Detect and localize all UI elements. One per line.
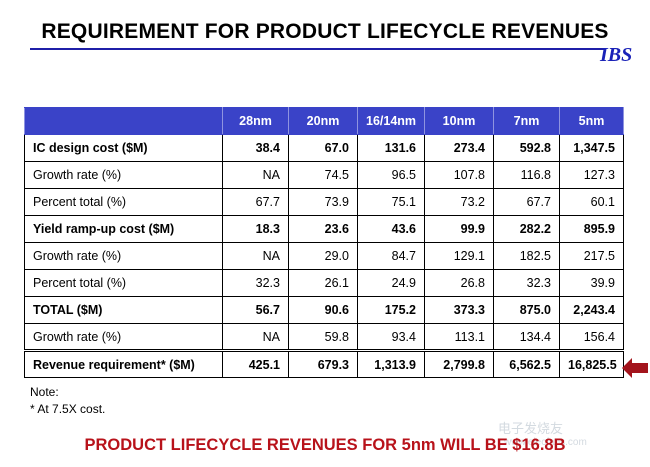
table-cell: 425.1 [222, 349, 289, 378]
table-cell: 131.6 [357, 134, 425, 162]
table-cell: 99.9 [424, 215, 494, 243]
table-cell: 895.9 [559, 215, 624, 243]
table-row: Percent total (%) 67.7 73.9 75.1 73.2 67… [24, 188, 624, 216]
table-cell: 156.4 [559, 323, 624, 351]
table-cell: 129.1 [424, 242, 494, 270]
notes: Note: * At 7.5X cost. [30, 384, 105, 418]
table-cell: 43.6 [357, 215, 425, 243]
table-row: Percent total (%) 32.3 26.1 24.9 26.8 32… [24, 269, 624, 297]
title-underline [30, 48, 604, 50]
watermark-text: 电子发烧友 [498, 421, 564, 436]
row-label: TOTAL ($M) [24, 296, 223, 324]
table-header-row: 28nm 20nm 16/14nm 10nm 7nm 5nm [24, 107, 624, 135]
table-cell: 175.2 [357, 296, 425, 324]
row-label: Growth rate (%) [24, 323, 223, 351]
table-cell: 60.1 [559, 188, 624, 216]
column-header: 5nm [559, 107, 624, 135]
table-cell: 59.8 [288, 323, 358, 351]
table-cell: NA [222, 323, 289, 351]
table-cell: 32.3 [493, 269, 560, 297]
table-row: Growth rate (%) NA 59.8 93.4 113.1 134.4… [24, 323, 624, 351]
table-row: IC design cost ($M) 38.4 67.0 131.6 273.… [24, 134, 624, 162]
table-cell: NA [222, 161, 289, 189]
table-cell: 182.5 [493, 242, 560, 270]
table-cell: 67.7 [222, 188, 289, 216]
table-cell: 39.9 [559, 269, 624, 297]
table-cell: 2,799.8 [424, 349, 494, 378]
footer-headline: PRODUCT LIFECYCLE REVENUES FOR 5nm WILL … [84, 436, 566, 454]
table-cell: 875.0 [493, 296, 560, 324]
cost-table: 28nm 20nm 16/14nm 10nm 7nm 5nm IC design… [24, 107, 624, 378]
ibs-logo: IBS [600, 44, 633, 66]
table-cell: 16,825.5 [559, 349, 624, 378]
table-row: Growth rate (%) NA 29.0 84.7 129.1 182.5… [24, 242, 624, 270]
column-header: 10nm [424, 107, 494, 135]
table-cell: 113.1 [424, 323, 494, 351]
row-label: Percent total (%) [24, 188, 223, 216]
table-cell: 73.2 [424, 188, 494, 216]
row-label: Yield ramp-up cost ($M) [24, 215, 223, 243]
table-cell: 127.3 [559, 161, 624, 189]
header-corner-cell [24, 107, 223, 135]
table-cell: 32.3 [222, 269, 289, 297]
table-cell: 26.1 [288, 269, 358, 297]
table-cell: 134.4 [493, 323, 560, 351]
column-header: 20nm [288, 107, 358, 135]
table-cell: 29.0 [288, 242, 358, 270]
table-cell: 2,243.4 [559, 296, 624, 324]
table-cell: 38.4 [222, 134, 289, 162]
table-cell: 217.5 [559, 242, 624, 270]
row-label: Percent total (%) [24, 269, 223, 297]
watermark-url: www.elecfans.com [504, 437, 587, 448]
table-cell: 1,313.9 [357, 349, 425, 378]
table-cell: NA [222, 242, 289, 270]
table-row: TOTAL ($M) 56.7 90.6 175.2 373.3 875.0 2… [24, 296, 624, 324]
table-cell: 96.5 [357, 161, 425, 189]
table-cell: 73.9 [288, 188, 358, 216]
table-cell: 90.6 [288, 296, 358, 324]
table-cell: 107.8 [424, 161, 494, 189]
table-cell: 116.8 [493, 161, 560, 189]
column-header: 28nm [222, 107, 289, 135]
table-cell: 67.0 [288, 134, 358, 162]
table-cell: 1,347.5 [559, 134, 624, 162]
column-header: 7nm [493, 107, 560, 135]
table-cell: 679.3 [288, 349, 358, 378]
table-cell: 592.8 [493, 134, 560, 162]
watermark: 电子发烧友 www.elecfans.com [498, 418, 587, 448]
table-row: Growth rate (%) NA 74.5 96.5 107.8 116.8… [24, 161, 624, 189]
table-cell: 273.4 [424, 134, 494, 162]
note-heading: Note: [30, 385, 59, 399]
table-row: Revenue requirement* ($M) 425.1 679.3 1,… [24, 349, 624, 378]
row-label: IC design cost ($M) [24, 134, 223, 162]
table-cell: 23.6 [288, 215, 358, 243]
page-title: REQUIREMENT FOR PRODUCT LIFECYCLE REVENU… [41, 20, 609, 43]
table-cell: 373.3 [424, 296, 494, 324]
table-cell: 6,562.5 [493, 349, 560, 378]
table-cell: 18.3 [222, 215, 289, 243]
footnote: * At 7.5X cost. [30, 402, 106, 416]
row-label: Growth rate (%) [24, 242, 223, 270]
table-cell: 26.8 [424, 269, 494, 297]
table-cell: 56.7 [222, 296, 289, 324]
table-cell: 74.5 [288, 161, 358, 189]
table-cell: 84.7 [357, 242, 425, 270]
table-row: Yield ramp-up cost ($M) 18.3 23.6 43.6 9… [24, 215, 624, 243]
table-cell: 282.2 [493, 215, 560, 243]
row-label: Revenue requirement* ($M) [24, 349, 223, 378]
table-cell: 93.4 [357, 323, 425, 351]
column-header: 16/14nm [357, 107, 425, 135]
left-arrow-icon [622, 358, 648, 378]
row-label: Growth rate (%) [24, 161, 223, 189]
table-cell: 75.1 [357, 188, 425, 216]
table-cell: 24.9 [357, 269, 425, 297]
table-cell: 67.7 [493, 188, 560, 216]
